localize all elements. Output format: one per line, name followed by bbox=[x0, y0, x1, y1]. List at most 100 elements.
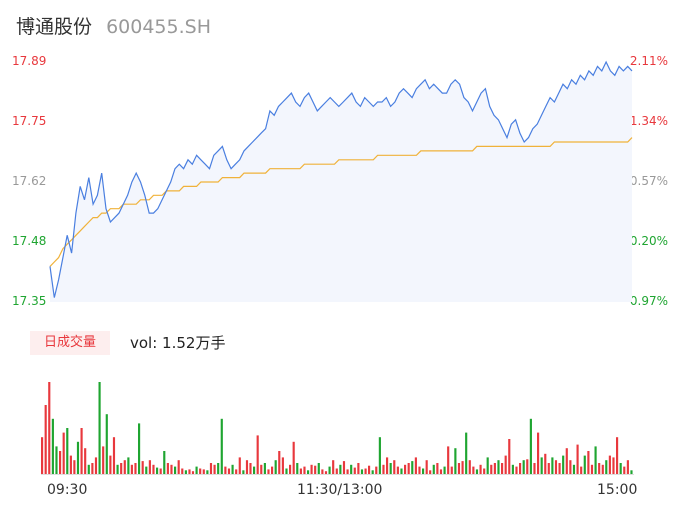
volume-bar bbox=[44, 405, 47, 474]
volume-bar bbox=[102, 446, 105, 474]
volume-bar bbox=[569, 460, 572, 474]
volume-bar bbox=[127, 457, 130, 474]
volume-bar bbox=[253, 466, 256, 474]
volume-bar bbox=[163, 451, 166, 474]
volume-bar bbox=[235, 469, 238, 474]
volume-bar bbox=[378, 437, 381, 474]
volume-bar bbox=[238, 457, 241, 474]
volume-bar bbox=[576, 444, 579, 474]
volume-bar bbox=[450, 466, 453, 474]
volume-bar bbox=[425, 460, 428, 474]
volume-bar bbox=[170, 464, 173, 474]
volume-bar bbox=[188, 469, 191, 474]
volume-bar bbox=[601, 464, 604, 474]
volume-bar bbox=[594, 446, 597, 474]
volume-bar bbox=[91, 463, 94, 474]
volume-bar bbox=[605, 460, 608, 474]
volume-bar bbox=[407, 463, 410, 474]
y-left-tick-0: 17.89 bbox=[12, 54, 47, 68]
volume-bar bbox=[612, 457, 615, 474]
volume-bar bbox=[105, 414, 108, 474]
volume-bar bbox=[152, 464, 155, 474]
volume-bar bbox=[558, 463, 561, 474]
volume-bar bbox=[418, 466, 421, 474]
volume-bar bbox=[630, 470, 633, 474]
price-area bbox=[50, 62, 632, 302]
volume-bar bbox=[511, 464, 514, 474]
volume-bar bbox=[389, 463, 392, 474]
volume-bar bbox=[364, 468, 367, 474]
volume-bar bbox=[479, 464, 482, 474]
volume-bar bbox=[404, 464, 407, 474]
volume-bar bbox=[220, 418, 223, 474]
volume-bar bbox=[529, 418, 532, 474]
volume-bar bbox=[123, 460, 126, 474]
volume-bar bbox=[130, 464, 133, 474]
volume-bar bbox=[540, 457, 543, 474]
volume-bar bbox=[475, 469, 479, 474]
volume-bar bbox=[213, 464, 216, 474]
volume-bar bbox=[278, 451, 281, 474]
volume-bar bbox=[317, 463, 320, 474]
volume-bar bbox=[307, 470, 310, 474]
volume-bar bbox=[141, 461, 144, 474]
volume-bar bbox=[515, 466, 518, 474]
volume-bar bbox=[324, 471, 328, 474]
volume-bar bbox=[483, 468, 486, 474]
volume-bar bbox=[411, 461, 414, 474]
y-right-tick-3: -0.20% bbox=[625, 234, 668, 248]
x-tick-open: 09:30 bbox=[47, 482, 88, 498]
y-right-tick-4: -0.97% bbox=[625, 294, 668, 308]
volume-bar bbox=[429, 470, 432, 474]
volume-bar bbox=[84, 448, 87, 474]
volume-bar bbox=[166, 463, 169, 474]
stock-title: 博通股份 600455.SH bbox=[16, 12, 211, 39]
volume-bar bbox=[465, 432, 468, 474]
volume-bar bbox=[145, 466, 148, 474]
volume-bar bbox=[242, 470, 245, 474]
volume-bar bbox=[414, 457, 417, 474]
volume-bar bbox=[468, 460, 471, 474]
volume-bar bbox=[289, 464, 292, 474]
volume-bar bbox=[181, 468, 184, 474]
volume-bar bbox=[285, 468, 288, 474]
volume-bar bbox=[217, 463, 220, 474]
volume-bar bbox=[260, 464, 263, 474]
volume-bar bbox=[174, 466, 177, 474]
volume-bar bbox=[472, 466, 475, 474]
volume-bar bbox=[400, 468, 403, 474]
volume-badge[interactable]: 日成交量 bbox=[30, 331, 110, 355]
volume-bar bbox=[432, 464, 435, 474]
volume-bar bbox=[547, 463, 550, 474]
y-left-tick-2: 17.62 bbox=[12, 174, 47, 188]
y-right-tick-1: 1.34% bbox=[629, 114, 668, 128]
volume-bar bbox=[303, 466, 306, 474]
volume-bar bbox=[94, 457, 98, 474]
volume-bar bbox=[590, 464, 594, 474]
volume-bar bbox=[231, 464, 234, 474]
volume-bar bbox=[206, 470, 209, 474]
volume-bar bbox=[508, 439, 511, 474]
volume-bar bbox=[393, 460, 396, 474]
volume-bar bbox=[263, 463, 266, 474]
volume-bar bbox=[447, 446, 450, 474]
volume-bar bbox=[339, 464, 342, 474]
volume-bar bbox=[439, 469, 443, 474]
volume-bar bbox=[375, 466, 378, 474]
volume-bar bbox=[62, 432, 65, 474]
volume-bar bbox=[616, 437, 619, 474]
volume-bar bbox=[583, 455, 586, 474]
stock-code: 600455.SH bbox=[106, 16, 211, 38]
volume-bar bbox=[332, 460, 335, 474]
volume-bar bbox=[191, 471, 195, 474]
volume-bar bbox=[245, 460, 249, 474]
volume-bar bbox=[461, 461, 464, 474]
volume-bar bbox=[626, 460, 629, 474]
volume-bar bbox=[598, 463, 601, 474]
volume-bar bbox=[134, 463, 137, 474]
volume-bar bbox=[551, 457, 554, 474]
volume-bar bbox=[274, 460, 277, 474]
volume-bar bbox=[148, 460, 151, 474]
volume-value: vol: 1.52万手 bbox=[130, 334, 226, 352]
